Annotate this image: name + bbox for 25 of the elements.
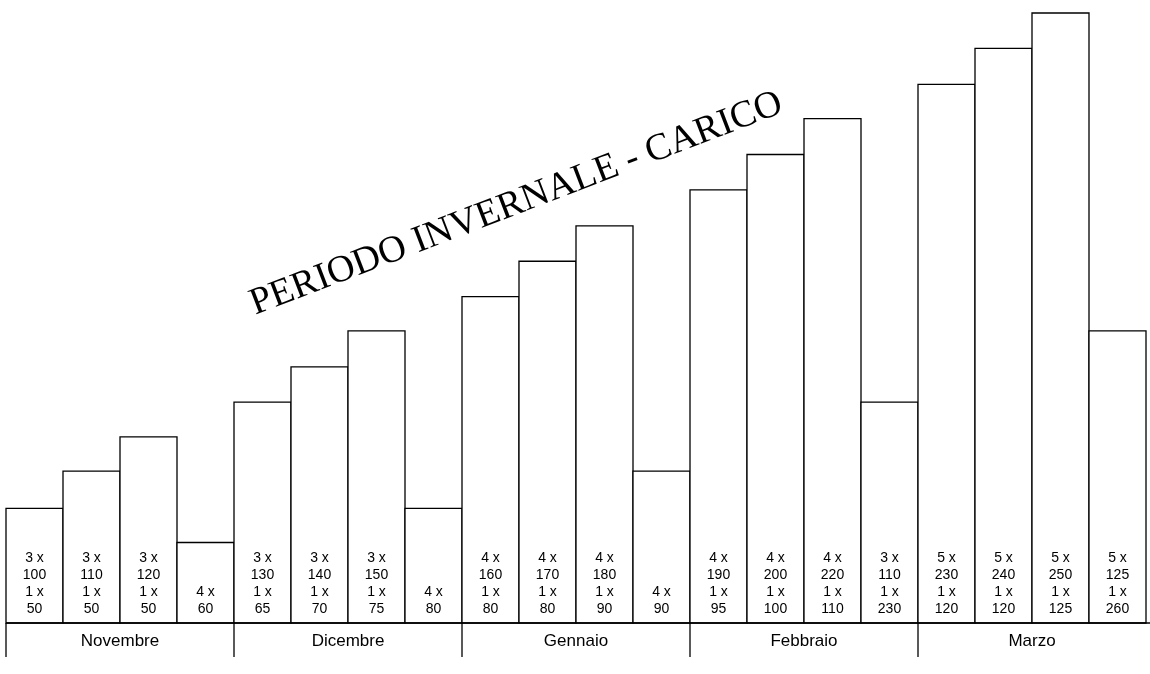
x-tick-label: 4 x 180 1 x 90 [592,549,617,616]
text: Gennaio [543,631,609,650]
x-tick-label: 4 x 160 1 x 80 [478,549,503,616]
text: Marzo [1008,631,1056,650]
x-tick-label: 3 x 150 1 x 75 [364,549,389,616]
text: Novembre [80,631,160,650]
x-tick-label: 5 x 125 1 x 260 [1105,549,1130,616]
x-tick-label: 3 x 100 1 x 50 [22,549,47,616]
x-tick-label: 4 x 200 1 x 100 [763,549,788,616]
x-tick-label: 4 x 170 1 x 80 [535,549,560,616]
x-tick-label: 3 x 120 1 x 50 [136,549,161,616]
x-tick-label: 4 x 80 [424,583,443,616]
x-tick-label: 5 x 230 1 x 120 [934,549,959,616]
x-tick-label: 3 x 140 1 x 70 [307,549,332,616]
x-tick-label: 3 x 110 1 x 230 [877,549,902,616]
x-tick-label: 4 x 220 1 x 110 [820,549,845,616]
x-tick-label: 4 x 190 1 x 95 [706,549,731,616]
x-tick-label: 3 x 130 1 x 65 [250,549,275,616]
x-tick-label: 4 x 60 [196,583,215,616]
text: Febbraio [770,631,838,650]
x-tick-label: 3 x 110 1 x 50 [80,549,103,616]
text: Dicembre [311,631,385,650]
x-tick-label: 5 x 240 1 x 120 [991,549,1016,616]
x-tick-label: 5 x 250 1 x 125 [1048,549,1073,616]
x-tick-label: 4 x 90 [652,583,671,616]
